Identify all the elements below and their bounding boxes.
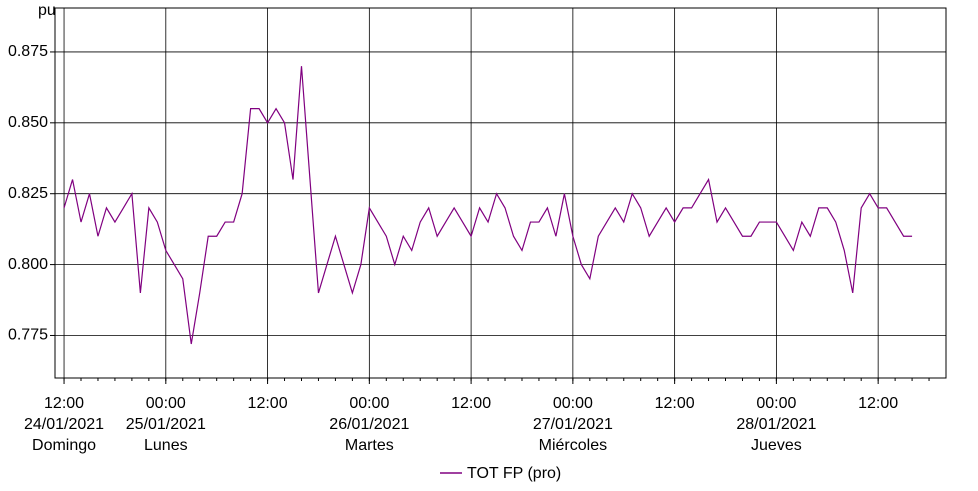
x-day-label: Lunes: [144, 437, 188, 454]
x-tick-label: 00:00: [146, 395, 186, 412]
x-tick-label: 00:00: [553, 395, 593, 412]
x-tick-label: 00:00: [349, 395, 389, 412]
x-date-label: 28/01/2021: [736, 416, 816, 433]
series-line: [63, 66, 913, 345]
x-day-label: Martes: [345, 437, 394, 454]
x-tick-label: 00:00: [756, 395, 796, 412]
x-date-label: 25/01/2021: [126, 416, 206, 433]
x-day-label: Jueves: [751, 437, 802, 454]
y-tick-label: 0.875: [8, 43, 48, 60]
x-day-label: Domingo: [32, 437, 96, 454]
x-tick-label: 12:00: [44, 395, 84, 412]
y-tick-label: 0.775: [8, 327, 48, 344]
y-tick-label: 0.800: [8, 256, 48, 273]
x-tick-label: 12:00: [858, 395, 898, 412]
plot-area: [54, 7, 947, 379]
y-tick-label: 0.850: [8, 114, 48, 131]
x-day-label: Miércoles: [539, 437, 607, 454]
y-unit-label: pu: [38, 2, 56, 19]
x-date-label: 27/01/2021: [533, 416, 613, 433]
x-tick-label: 12:00: [451, 395, 491, 412]
legend-label: TOT FP (pro): [467, 465, 561, 482]
y-tick-label: 0.825: [8, 185, 48, 202]
x-date-label: 26/01/2021: [329, 416, 409, 433]
x-tick-label: 12:00: [248, 395, 288, 412]
x-date-label: 24/01/2021: [24, 416, 104, 433]
x-tick-label: 12:00: [655, 395, 695, 412]
